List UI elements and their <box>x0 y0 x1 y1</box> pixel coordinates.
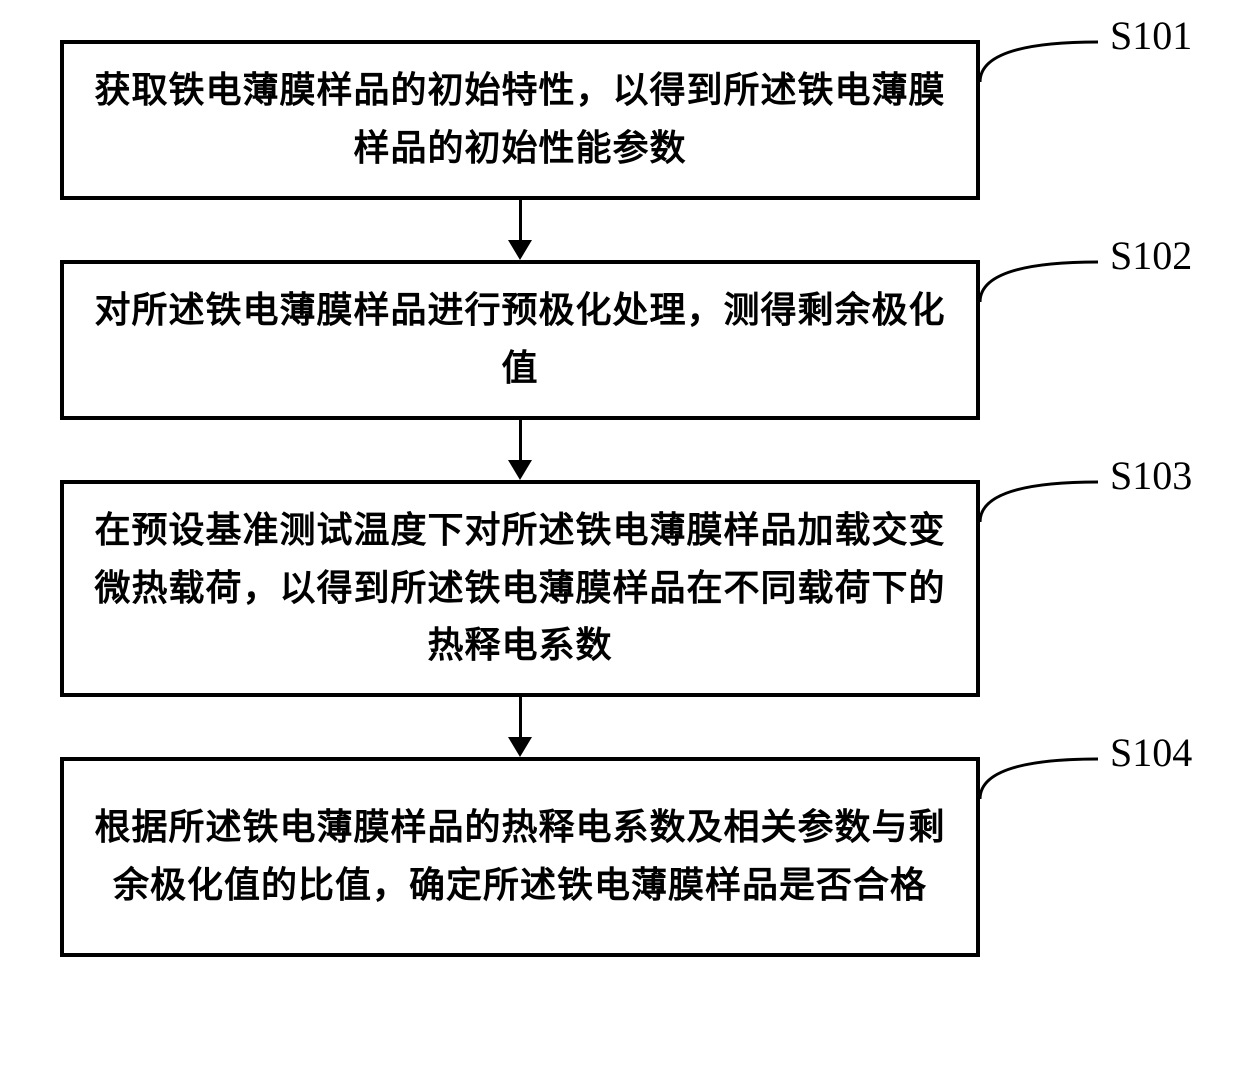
step-container-2: 对所述铁电薄膜样品进行预极化处理，测得剩余极化值 S102 <box>60 260 1180 420</box>
arrow-head-3 <box>508 737 532 757</box>
flowchart-container: 获取铁电薄膜样品的初始特性，以得到所述铁电薄膜样品的初始性能参数 S101 对所… <box>60 40 1180 957</box>
step-container-3: 在预设基准测试温度下对所述铁电薄膜样品加载交变微热载荷，以得到所述铁电薄膜样品在… <box>60 480 1180 697</box>
step-box-4: 根据所述铁电薄膜样品的热释电系数及相关参数与剩余极化值的比值，确定所述铁电薄膜样… <box>60 757 980 957</box>
step-label-3: S103 <box>1110 452 1192 499</box>
connector-curve-1 <box>978 34 1118 94</box>
step-box-3: 在预设基准测试温度下对所述铁电薄膜样品加载交变微热载荷，以得到所述铁电薄膜样品在… <box>60 480 980 697</box>
arrow-line-2 <box>519 420 522 462</box>
step-text-3: 在预设基准测试温度下对所述铁电薄膜样品加载交变微热载荷，以得到所述铁电薄膜样品在… <box>88 502 952 675</box>
arrow-line-1 <box>519 200 522 242</box>
arrow-3 <box>60 697 980 757</box>
step-container-4: 根据所述铁电薄膜样品的热释电系数及相关参数与剩余极化值的比值，确定所述铁电薄膜样… <box>60 757 1180 957</box>
step-text-1: 获取铁电薄膜样品的初始特性，以得到所述铁电薄膜样品的初始性能参数 <box>88 62 952 177</box>
arrow-head-2 <box>508 460 532 480</box>
connector-curve-2 <box>978 254 1118 314</box>
arrow-1 <box>60 200 980 260</box>
connector-curve-4 <box>978 751 1118 811</box>
step-box-2: 对所述铁电薄膜样品进行预极化处理，测得剩余极化值 <box>60 260 980 420</box>
step-container-1: 获取铁电薄膜样品的初始特性，以得到所述铁电薄膜样品的初始性能参数 S101 <box>60 40 1180 200</box>
step-box-1: 获取铁电薄膜样品的初始特性，以得到所述铁电薄膜样品的初始性能参数 <box>60 40 980 200</box>
connector-curve-3 <box>978 474 1118 534</box>
step-label-2: S102 <box>1110 232 1192 279</box>
arrow-line-3 <box>519 697 522 739</box>
arrow-head-1 <box>508 240 532 260</box>
step-label-1: S101 <box>1110 12 1192 59</box>
step-text-4: 根据所述铁电薄膜样品的热释电系数及相关参数与剩余极化值的比值，确定所述铁电薄膜样… <box>88 799 952 914</box>
step-text-2: 对所述铁电薄膜样品进行预极化处理，测得剩余极化值 <box>88 282 952 397</box>
arrow-2 <box>60 420 980 480</box>
step-label-4: S104 <box>1110 729 1192 776</box>
